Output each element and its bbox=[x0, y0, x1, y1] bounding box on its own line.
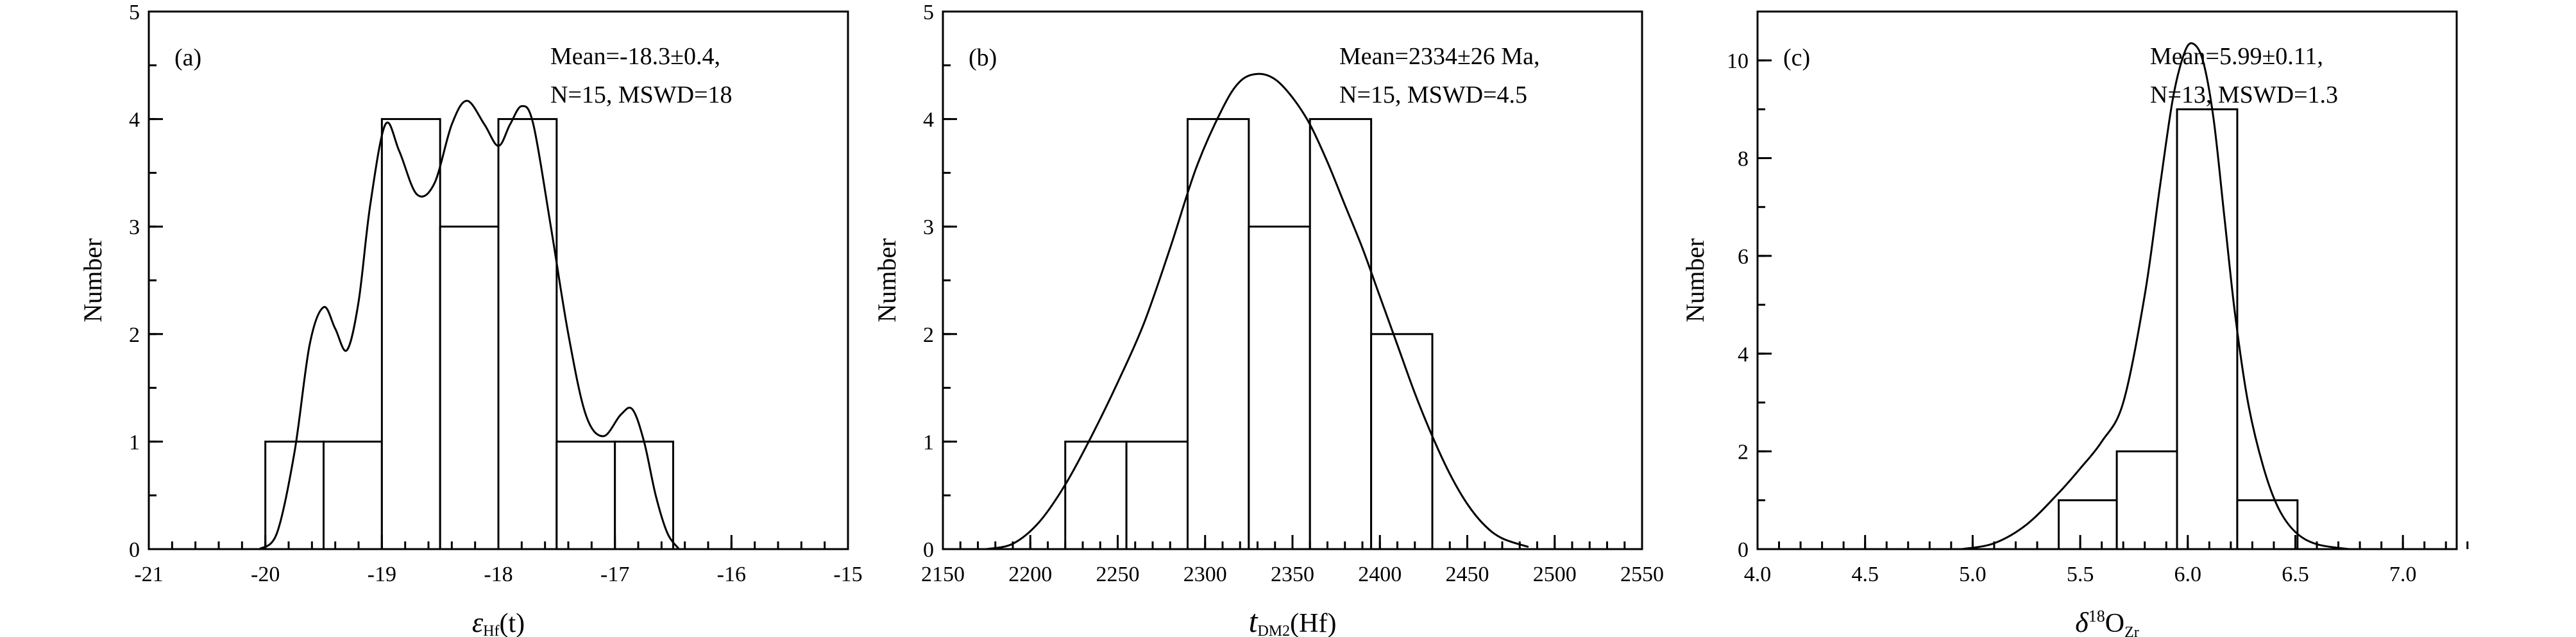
x-tick-label: 2250 bbox=[1096, 563, 1140, 586]
panel-b: 2150 2200 2250 2300 2350 2400 2450 2500 2550 0 1 2 3… bbox=[872, 1, 1664, 637]
annotation-line-2: N=13, MSWD=1.3 bbox=[2150, 81, 2338, 108]
histogram-bar bbox=[555, 440, 616, 550]
annotation-line-1: Mean=5.99±0.11, bbox=[2150, 43, 2323, 70]
panel-c: 4.0 4.5 5.0 5.5 6.0 6.5 7.0 0 2 4 6 8 10 (c) Mean=5.… bbox=[1681, 10, 2469, 637]
x-tick-label: -19 bbox=[368, 563, 396, 586]
y-tick-label: 10 bbox=[1727, 49, 1749, 73]
histogram-bar bbox=[1187, 118, 1250, 550]
y-tick-label: 3 bbox=[923, 216, 934, 239]
annotation-line-2: N=15, MSWD=4.5 bbox=[1339, 81, 1527, 108]
x-tick-label: 2450 bbox=[1446, 563, 1489, 586]
x-tick-label: 2200 bbox=[1008, 563, 1052, 586]
y-tick-label: 5 bbox=[129, 1, 140, 24]
y-tick-label: 2 bbox=[923, 323, 934, 347]
x-tick-label: 5.0 bbox=[1959, 563, 1987, 586]
density-curve bbox=[1962, 42, 2350, 550]
panel-label: (c) bbox=[1783, 44, 1810, 71]
x-tick-label: 7.0 bbox=[2389, 563, 2417, 586]
plot-frame bbox=[1756, 10, 2458, 550]
y-tick-label: 2 bbox=[1738, 441, 1749, 464]
histogram-bar bbox=[323, 440, 383, 550]
x-axis-label: tDM2(Hf) bbox=[1249, 603, 1337, 637]
y-axis-label: Number bbox=[872, 238, 901, 322]
y-tick-label: 6 bbox=[1738, 245, 1749, 269]
histogram-bar bbox=[614, 440, 675, 550]
density-curve bbox=[258, 99, 680, 550]
histogram-bar bbox=[1125, 440, 1189, 550]
panel-a: -21 -20 -19 -18 -17 -16 -15 0 1 2 3 4 5 (a) Mean=-18… bbox=[78, 1, 863, 637]
y-tick-label: 0 bbox=[1738, 538, 1749, 562]
histogram-bar bbox=[1064, 440, 1128, 550]
x-tick-label: -15 bbox=[833, 563, 862, 586]
panel-label: (b) bbox=[969, 44, 997, 71]
y-tick-label: 1 bbox=[129, 430, 140, 454]
annotation-line-1: Mean=2334±26 Ma, bbox=[1339, 43, 1539, 70]
panel-label: (a) bbox=[174, 44, 201, 71]
x-tick-label: -16 bbox=[717, 563, 746, 586]
histogram-bar bbox=[2236, 499, 2299, 550]
histogram-bar bbox=[2058, 499, 2118, 550]
x-tick-label: 5.5 bbox=[2067, 563, 2094, 586]
x-tick-label: 2300 bbox=[1183, 563, 1227, 586]
histogram-bar bbox=[497, 118, 558, 550]
y-tick-label: 2 bbox=[129, 323, 140, 347]
density-curve bbox=[986, 72, 1529, 550]
x-tick-label: -17 bbox=[600, 563, 629, 586]
x-axis-label: δ18OZr bbox=[2075, 607, 2139, 637]
y-tick-label: 0 bbox=[923, 538, 934, 562]
x-tick-label: 6.5 bbox=[2282, 563, 2309, 586]
y-axis-label: Number bbox=[78, 238, 107, 322]
x-axis-label: εHf(t) bbox=[472, 607, 525, 637]
y-tick-label: 4 bbox=[129, 108, 140, 132]
y-tick-label: 3 bbox=[129, 216, 140, 239]
x-tick-label: 2350 bbox=[1271, 563, 1314, 586]
y-tick-label: 4 bbox=[1738, 343, 1749, 366]
histogram-bar bbox=[1309, 118, 1373, 550]
x-tick-label: 4.5 bbox=[1851, 563, 1879, 586]
x-tick-label: 2500 bbox=[1533, 563, 1577, 586]
x-tick-label: 2400 bbox=[1358, 563, 1402, 586]
x-tick-label: 6.0 bbox=[2174, 563, 2202, 586]
x-tick-label: 2550 bbox=[1620, 563, 1664, 586]
histogram-bar bbox=[1370, 333, 1434, 550]
y-axis-label: Number bbox=[1681, 238, 1709, 322]
histogram-bar bbox=[264, 440, 325, 550]
x-tick-label: 2150 bbox=[921, 563, 965, 586]
x-tick-label: 4.0 bbox=[1744, 563, 1772, 586]
y-tick-label: 4 bbox=[923, 108, 934, 132]
x-tick-label: -20 bbox=[251, 563, 280, 586]
histogram-bar bbox=[439, 225, 500, 550]
annotation-line-2: N=15, MSWD=18 bbox=[550, 81, 733, 108]
x-tick-label: -21 bbox=[134, 563, 163, 586]
histogram-bar bbox=[1248, 225, 1311, 550]
y-tick-label: 8 bbox=[1738, 148, 1749, 171]
y-tick-label: 5 bbox=[923, 1, 934, 24]
x-tick-label: -18 bbox=[484, 563, 513, 586]
y-tick-label: 1 bbox=[923, 430, 934, 454]
y-tick-label: 0 bbox=[129, 538, 140, 562]
histogram-bar bbox=[2176, 108, 2239, 550]
annotation-line-1: Mean=-18.3±0.4, bbox=[550, 43, 720, 70]
histogram-bar bbox=[2115, 450, 2178, 550]
